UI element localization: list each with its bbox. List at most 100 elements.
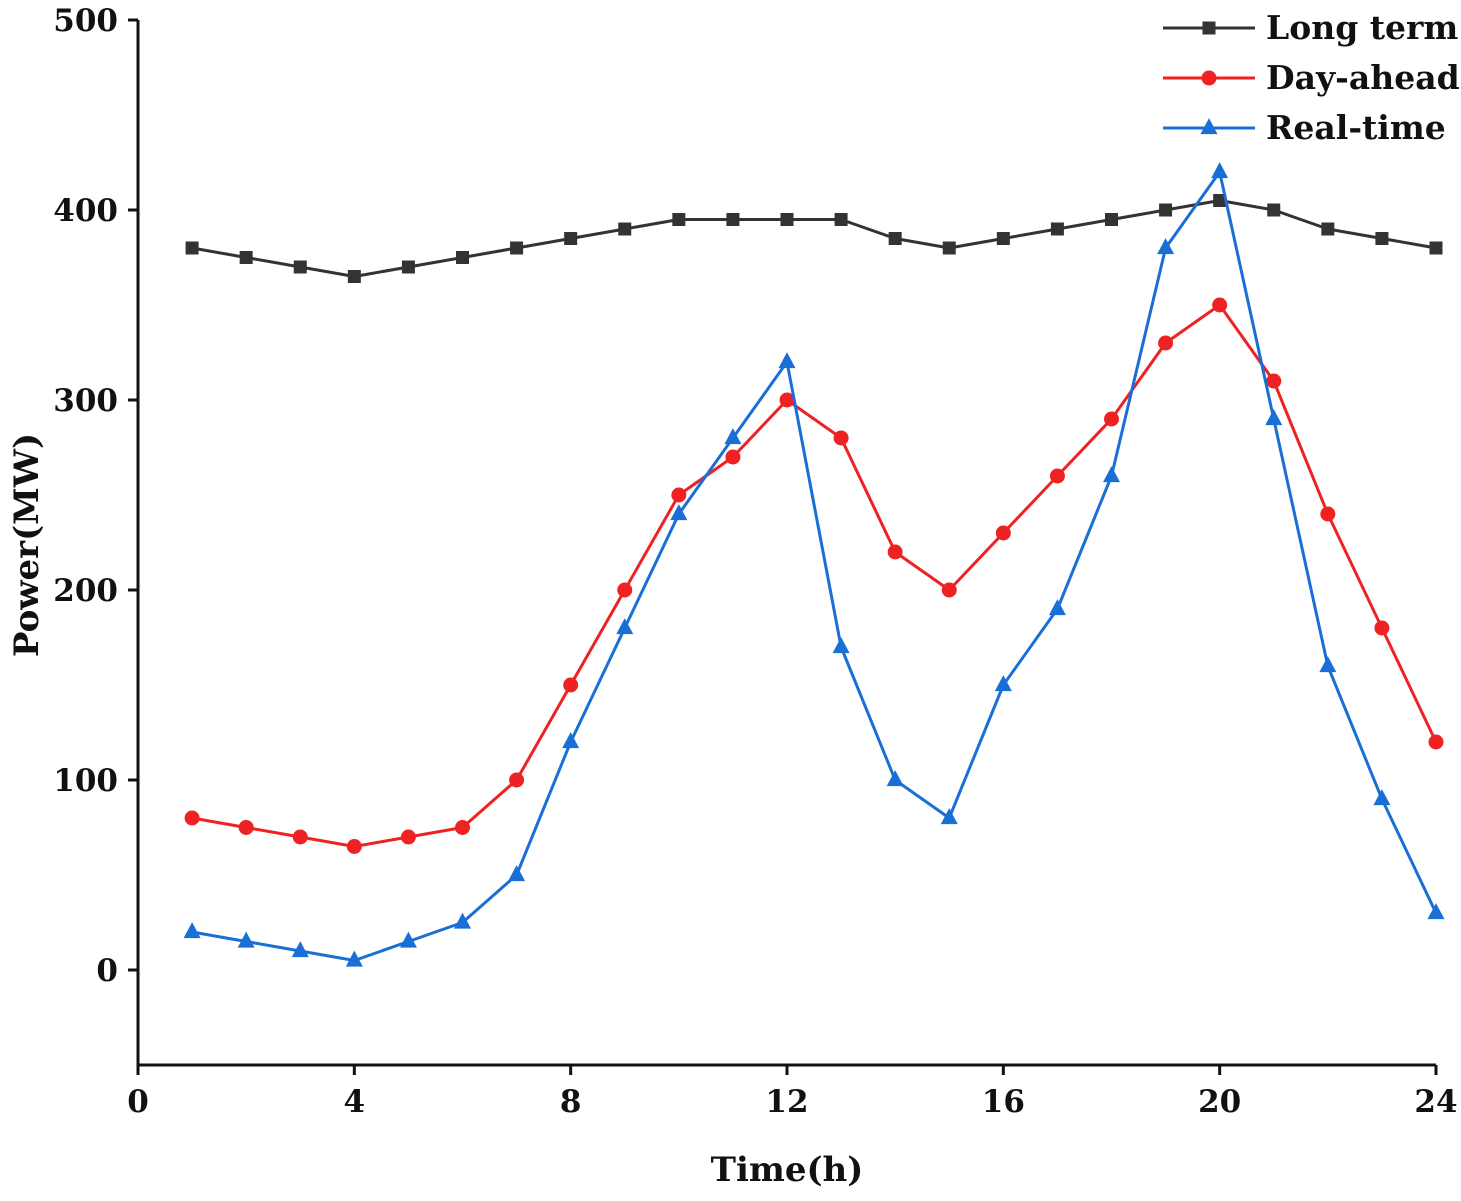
x-tick-label: 24 <box>1414 1084 1457 1120</box>
y-tick-label: 100 <box>53 763 118 799</box>
data-point-real-time <box>454 912 471 929</box>
series-day-ahead <box>184 297 1444 854</box>
data-point-real-time <box>1048 599 1066 616</box>
y-tick-label: 500 <box>53 3 118 39</box>
data-point-real-time <box>670 504 688 521</box>
data-point-real-time <box>508 865 526 882</box>
data-point-long-term <box>564 232 578 245</box>
legend-item-day-ahead: Day-ahead <box>1163 58 1460 97</box>
data-point-long-term <box>347 270 361 283</box>
data-point-day-ahead <box>725 449 741 465</box>
legend-marker-long-term <box>1202 21 1216 35</box>
y-tick-label: 300 <box>53 383 118 419</box>
data-point-day-ahead <box>1320 506 1336 522</box>
data-point-day-ahead <box>455 820 470 835</box>
x-axis-title: Time(h) <box>711 1150 864 1190</box>
series-line-day-ahead <box>191 303 1438 848</box>
data-point-real-time <box>886 770 904 787</box>
data-point-long-term <box>1050 222 1064 236</box>
series-long-term <box>185 194 1443 283</box>
data-point-long-term <box>1375 232 1389 245</box>
x-tick-label: 0 <box>127 1084 149 1120</box>
data-point-real-time <box>778 352 796 369</box>
data-point-long-term <box>726 213 740 226</box>
data-point-long-term <box>456 251 469 264</box>
data-point-day-ahead <box>671 487 687 503</box>
data-point-day-ahead <box>400 829 416 845</box>
data-point-day-ahead <box>995 525 1011 541</box>
data-point-day-ahead <box>1428 734 1444 750</box>
legend-item-long-term: Long term <box>1163 8 1458 47</box>
data-point-real-time <box>724 428 742 445</box>
series-line-long-term <box>191 199 1437 278</box>
data-point-long-term <box>510 241 524 255</box>
data-point-day-ahead <box>779 392 795 408</box>
legend-label-long-term: Long term <box>1266 8 1458 47</box>
x-tick-label: 4 <box>344 1084 366 1120</box>
legend-label-real-time: Real-time <box>1266 108 1446 147</box>
data-point-long-term <box>293 260 307 274</box>
y-axis-title: Power(MW) <box>7 433 47 657</box>
series-line-real-time <box>191 170 1438 962</box>
data-point-long-term <box>1213 194 1227 207</box>
data-point-long-term <box>888 232 902 245</box>
data-point-day-ahead <box>346 839 362 854</box>
legend-marker-day-ahead <box>1201 70 1217 86</box>
data-point-real-time <box>237 931 255 948</box>
data-point-day-ahead <box>184 810 200 826</box>
legend-label-day-ahead: Day-ahead <box>1266 58 1460 97</box>
data-point-real-time <box>183 922 201 939</box>
data-point-long-term <box>1159 203 1173 217</box>
data-point-real-time <box>940 808 958 825</box>
data-point-real-time <box>994 675 1012 692</box>
data-point-real-time <box>1211 162 1229 179</box>
data-point-day-ahead <box>1158 335 1174 351</box>
x-tick-label: 20 <box>1198 1084 1241 1120</box>
axes: 0 100 200 300 400 500 0 4 8 12 16 20 24 <box>53 3 1457 1120</box>
data-point-day-ahead <box>238 820 254 835</box>
data-point-long-term <box>401 260 415 274</box>
data-point-day-ahead <box>1374 620 1390 636</box>
data-point-long-term <box>780 213 794 226</box>
data-point-long-term <box>618 222 632 236</box>
data-point-long-term <box>239 251 253 264</box>
data-point-long-term <box>185 241 199 255</box>
data-point-day-ahead <box>1049 468 1065 484</box>
data-point-real-time <box>345 950 363 967</box>
data-point-real-time <box>616 618 634 635</box>
data-point-day-ahead <box>509 772 525 788</box>
y-tick-label: 200 <box>53 573 118 609</box>
data-point-real-time <box>1265 409 1283 426</box>
legend-marker-real-time <box>1200 118 1218 135</box>
data-point-real-time <box>1319 656 1337 673</box>
data-point-real-time <box>291 941 309 958</box>
data-point-long-term <box>1429 241 1443 255</box>
data-point-day-ahead <box>833 430 849 446</box>
data-point-real-time <box>562 732 580 749</box>
data-point-day-ahead <box>941 582 957 598</box>
data-point-long-term <box>996 232 1010 245</box>
series-layer <box>183 162 1445 967</box>
legend-item-real-time: Real-time <box>1163 108 1446 147</box>
data-point-day-ahead <box>1104 411 1119 427</box>
x-tick-label: 8 <box>560 1084 582 1120</box>
legend: Long term Day-ahead Real-time <box>1163 8 1460 147</box>
x-tick-label: 16 <box>982 1084 1025 1120</box>
data-point-day-ahead <box>887 544 903 560</box>
data-point-long-term <box>1321 222 1335 236</box>
data-point-day-ahead <box>1266 373 1282 389</box>
data-point-real-time <box>1103 466 1120 483</box>
data-point-day-ahead <box>292 829 308 845</box>
data-point-day-ahead <box>1212 297 1228 313</box>
data-point-real-time <box>1427 903 1445 920</box>
data-point-real-time <box>1373 789 1391 806</box>
data-point-long-term <box>834 213 848 226</box>
data-point-real-time <box>399 931 417 948</box>
data-point-day-ahead <box>617 582 633 598</box>
data-point-long-term <box>942 241 956 255</box>
data-point-real-time <box>1157 238 1175 255</box>
series-real-time <box>183 162 1445 967</box>
data-point-long-term <box>1267 203 1281 217</box>
